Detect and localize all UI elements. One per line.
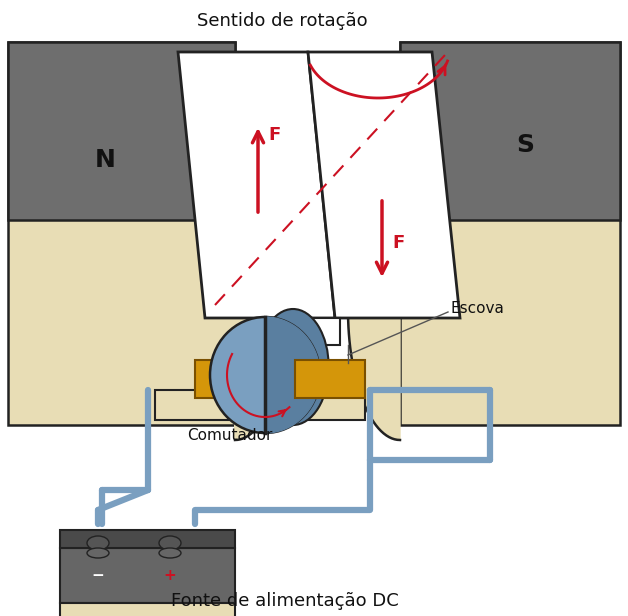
Text: F: F	[392, 234, 404, 252]
FancyBboxPatch shape	[155, 390, 365, 420]
Polygon shape	[400, 42, 620, 425]
Ellipse shape	[159, 548, 181, 558]
Polygon shape	[178, 52, 335, 318]
Polygon shape	[8, 42, 235, 425]
Polygon shape	[400, 42, 620, 220]
FancyBboxPatch shape	[60, 530, 235, 548]
Polygon shape	[265, 317, 320, 433]
FancyBboxPatch shape	[60, 548, 235, 603]
Text: S: S	[516, 133, 534, 157]
Ellipse shape	[210, 317, 320, 433]
FancyBboxPatch shape	[60, 603, 235, 616]
Ellipse shape	[257, 309, 328, 425]
Ellipse shape	[87, 548, 109, 558]
Polygon shape	[308, 52, 460, 318]
Text: N: N	[95, 148, 116, 172]
Text: F: F	[268, 126, 280, 144]
Polygon shape	[235, 180, 287, 440]
Polygon shape	[8, 42, 235, 220]
Text: Fonte de alimentação DC: Fonte de alimentação DC	[171, 592, 399, 610]
Ellipse shape	[87, 536, 109, 550]
Text: Sentido de rotação: Sentido de rotação	[197, 12, 367, 30]
FancyBboxPatch shape	[195, 360, 245, 398]
Polygon shape	[300, 318, 340, 345]
Text: −: −	[92, 569, 104, 583]
Text: Comutador: Comutador	[187, 428, 273, 443]
Text: Escova: Escova	[450, 301, 504, 315]
Text: +: +	[164, 569, 176, 583]
FancyBboxPatch shape	[295, 360, 365, 398]
Polygon shape	[348, 180, 400, 440]
Ellipse shape	[159, 536, 181, 550]
